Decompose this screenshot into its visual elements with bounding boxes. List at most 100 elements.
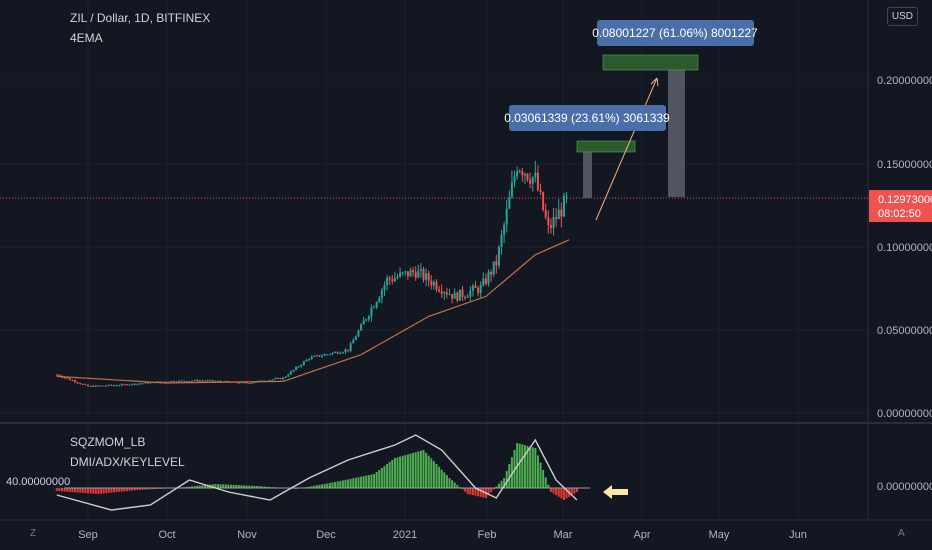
momentum-bar <box>469 488 472 495</box>
candle-body <box>388 277 391 280</box>
momentum-bar <box>328 482 331 488</box>
momentum-bar <box>102 488 105 494</box>
momentum-bar <box>250 485 253 488</box>
momentum-bar <box>263 486 266 488</box>
candle-body <box>492 261 495 275</box>
momentum-bar <box>365 475 368 488</box>
candle-body <box>196 380 199 382</box>
momentum-bar <box>471 488 474 496</box>
timezone-z-icon[interactable]: Z <box>30 528 37 539</box>
candle-body <box>453 292 456 299</box>
momentum-bar <box>451 480 454 488</box>
time-tick: Nov <box>237 529 257 541</box>
candle-body <box>305 359 308 362</box>
candle-body <box>326 354 329 356</box>
key-level-label: 40.00000000 <box>6 476 70 488</box>
symbol-title[interactable]: ZIL / Dollar, 1D, BITFINEX <box>70 11 211 25</box>
auto-scale-a-icon[interactable]: A <box>898 528 905 539</box>
candle-body <box>425 273 428 280</box>
candle-body <box>76 382 79 384</box>
momentum-bar <box>560 488 563 499</box>
candle-body <box>118 385 121 387</box>
currency-button[interactable]: USD <box>886 7 918 26</box>
price-tick: 0.05000000 <box>877 325 932 337</box>
momentum-bar <box>201 485 204 488</box>
momentum-bar <box>401 455 404 488</box>
squeeze-momentum-pane[interactable] <box>55 434 590 511</box>
momentum-bar <box>534 448 537 488</box>
candle-body <box>295 367 298 370</box>
momentum-bar <box>185 486 188 488</box>
candle-body <box>536 172 539 190</box>
momentum-bar <box>92 488 95 494</box>
candle-body <box>513 176 516 183</box>
momentum-bar <box>497 483 500 488</box>
candle-body <box>120 384 123 386</box>
momentum-bar <box>141 488 144 490</box>
momentum-bar <box>549 488 552 492</box>
momentum-bar <box>133 488 136 491</box>
momentum-bar <box>198 485 201 488</box>
target-box-small[interactable] <box>576 140 636 153</box>
candle-body <box>549 225 552 229</box>
price-axis[interactable]: 0.20000000 0.15000000 0.10000000 0.05000… <box>877 75 932 420</box>
momentum-bar <box>406 454 409 488</box>
momentum-bar <box>555 488 558 496</box>
momentum-bar <box>414 452 417 488</box>
momentum-bar <box>529 446 532 488</box>
squeeze-pointer-arrow-icon <box>603 485 628 499</box>
candle-body <box>79 383 82 385</box>
candle-body <box>128 384 131 386</box>
momentum-bar <box>334 482 337 488</box>
candle-body <box>284 376 287 378</box>
momentum-bar <box>464 488 467 492</box>
candle-body <box>146 382 149 384</box>
momentum-bar <box>248 485 251 488</box>
candle-body <box>399 272 402 277</box>
time-axis[interactable]: Sep Oct Nov Dec 2021 Feb Mar Apr May Jun <box>78 529 807 541</box>
projection-arrow[interactable] <box>595 77 658 221</box>
candle-body <box>393 278 396 282</box>
indicator-label[interactable]: 4EMA <box>70 31 103 45</box>
candle-body <box>365 319 368 321</box>
momentum-bar <box>123 488 126 492</box>
current-price-value: 0.12973000 <box>878 194 932 206</box>
momentum-bar <box>347 479 350 488</box>
candle-body <box>373 307 376 309</box>
candle-body <box>495 261 498 266</box>
momentum-bar <box>435 464 438 488</box>
measure-bar-large[interactable] <box>668 61 685 197</box>
momentum-bar <box>222 484 225 488</box>
callout-2[interactable]: 0.08001227 (61.06%) 8001227 <box>592 20 758 46</box>
measure-bar-small[interactable] <box>583 147 592 198</box>
candle-body <box>282 377 285 380</box>
momentum-bar <box>55 488 58 491</box>
candle-body <box>84 384 87 386</box>
momentum-bar <box>479 488 482 497</box>
candle-body <box>347 349 350 351</box>
momentum-bar <box>495 486 498 488</box>
candle-body <box>71 380 74 382</box>
candle-body <box>375 302 378 308</box>
momentum-bar <box>79 488 82 493</box>
candle-body <box>354 336 357 341</box>
momentum-bar <box>76 488 79 493</box>
candle-body <box>458 289 461 301</box>
momentum-bar <box>570 488 573 496</box>
momentum-bar <box>562 488 565 500</box>
momentum-bar <box>68 488 71 492</box>
target-box-large[interactable] <box>602 54 699 71</box>
momentum-bar <box>191 486 194 488</box>
callout-1[interactable]: 0.03061339 (23.61%) 3061339 <box>504 105 670 131</box>
candle-body <box>544 210 547 218</box>
momentum-bar <box>313 485 316 488</box>
candle-body <box>406 271 409 277</box>
candle-body <box>289 371 292 375</box>
momentum-bar <box>404 455 407 488</box>
momentum-bar <box>370 474 373 488</box>
momentum-bar <box>107 488 110 493</box>
momentum-bar <box>89 488 92 494</box>
candle-body <box>276 377 279 379</box>
candle-body <box>217 381 220 383</box>
